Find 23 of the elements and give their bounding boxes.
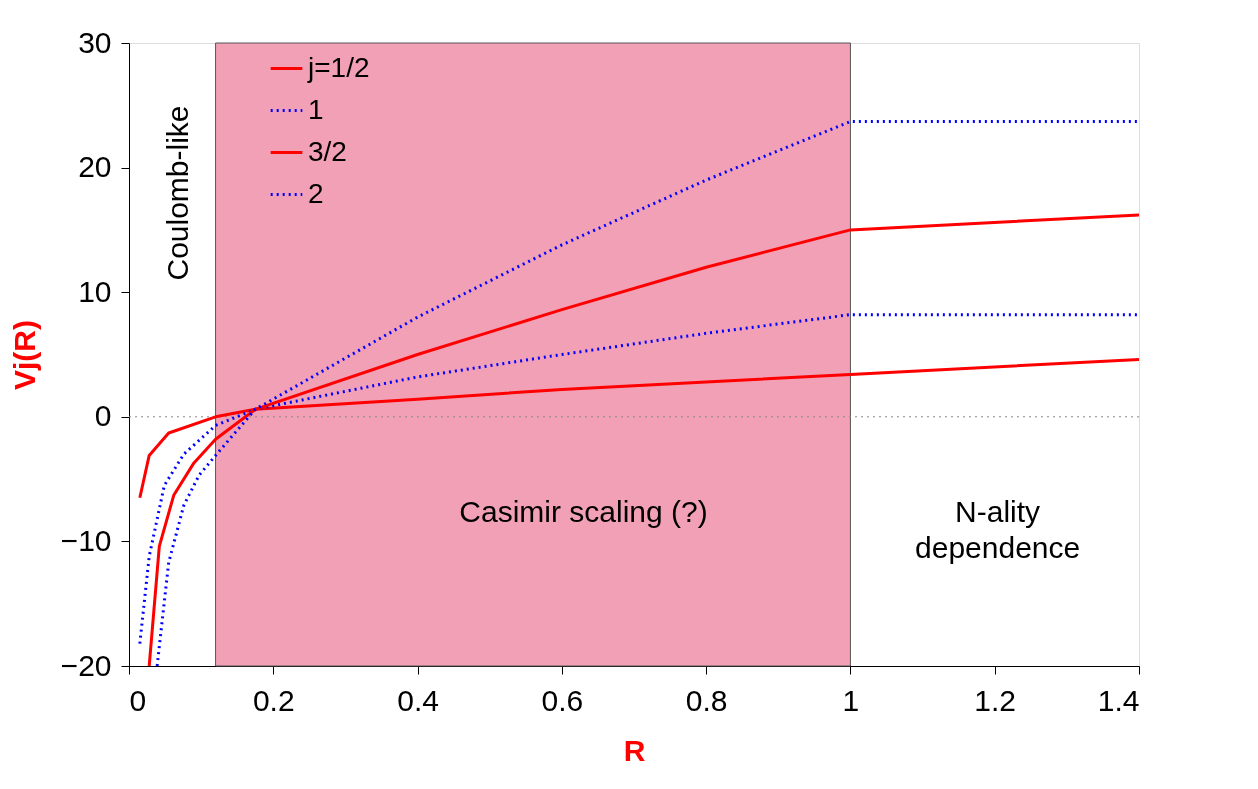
annotation: Coulomb-like xyxy=(161,105,194,281)
x-tick-label: 1.2 xyxy=(974,683,1017,717)
annotation: Casimir scaling (?) xyxy=(459,495,708,528)
x-tick-label: 0.4 xyxy=(397,683,439,717)
x-tick-label: 1 xyxy=(842,683,860,717)
y-axis-title: Vj(R) xyxy=(7,320,41,390)
x-tick-label: 0 xyxy=(129,683,147,717)
x-tick-label: 0.8 xyxy=(685,683,728,717)
y-tick-label: 20 xyxy=(78,150,112,184)
legend-label: 3/2 xyxy=(308,135,347,167)
legend-label: j=1/2 xyxy=(307,51,370,83)
y-tick-label: 10 xyxy=(78,274,112,308)
legend-label: 1 xyxy=(308,93,324,125)
y-tick-label: 30 xyxy=(78,25,112,59)
y-tick-label: −20 xyxy=(60,648,112,682)
y-tick-label: −10 xyxy=(60,523,112,557)
x-tick-label: 0.6 xyxy=(541,683,584,717)
x-tick-label: 0.2 xyxy=(252,683,295,717)
legend-label: 2 xyxy=(308,177,324,209)
annotation: N-ality dependence xyxy=(915,495,1081,564)
x-tick-label: 1.4 xyxy=(1097,683,1140,717)
y-tick-label: 0 xyxy=(94,399,112,433)
x-axis-title: R xyxy=(623,733,646,767)
